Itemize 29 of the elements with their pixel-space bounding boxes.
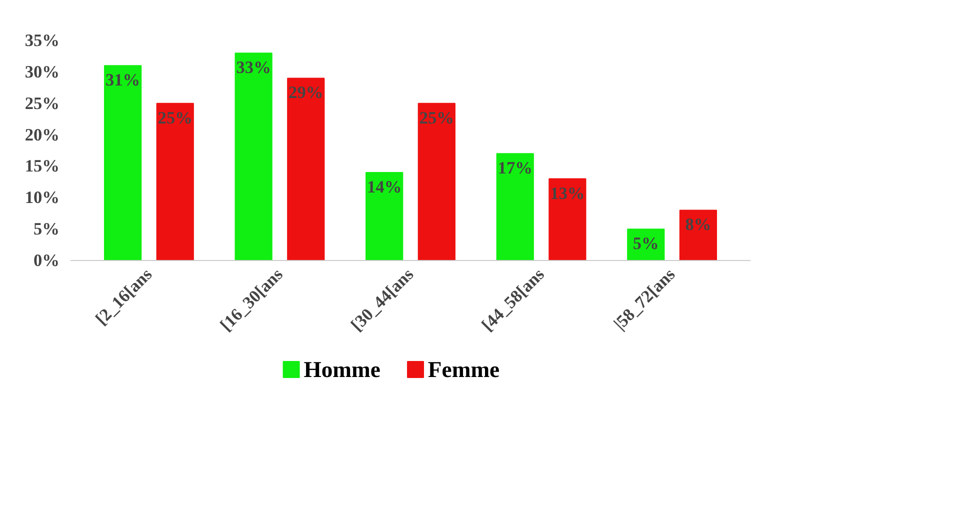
data-label: 31% [105,70,140,90]
y-tick-label: 5% [34,220,60,239]
legend-label: Homme [304,357,380,382]
bar [418,102,456,260]
y-tick-label: 20% [24,125,60,144]
bar [156,102,194,260]
bar [287,78,325,260]
data-label: 8% [685,215,712,234]
bar [496,153,534,260]
y-tick-label: 15% [24,156,60,176]
y-tick-label: 30% [24,62,60,82]
bar [234,52,272,260]
data-label: 14% [367,178,402,196]
data-label: 33% [236,58,271,78]
y-tick-label: 25% [24,94,60,113]
data-label: 13% [550,184,585,203]
y-tick-label: 35% [24,31,60,50]
bar [366,172,404,260]
bar [679,210,717,260]
legend-label: Femme [428,357,500,382]
bar [548,178,586,260]
y-tick-label: 10% [24,188,60,208]
data-label: 25% [419,108,454,128]
data-label: 17% [498,158,532,178]
data-label: 5% [632,234,659,254]
bar [104,65,142,260]
y-tick-label: 0% [34,251,60,270]
data-label: 29% [288,83,324,102]
data-label: 25% [158,108,192,128]
